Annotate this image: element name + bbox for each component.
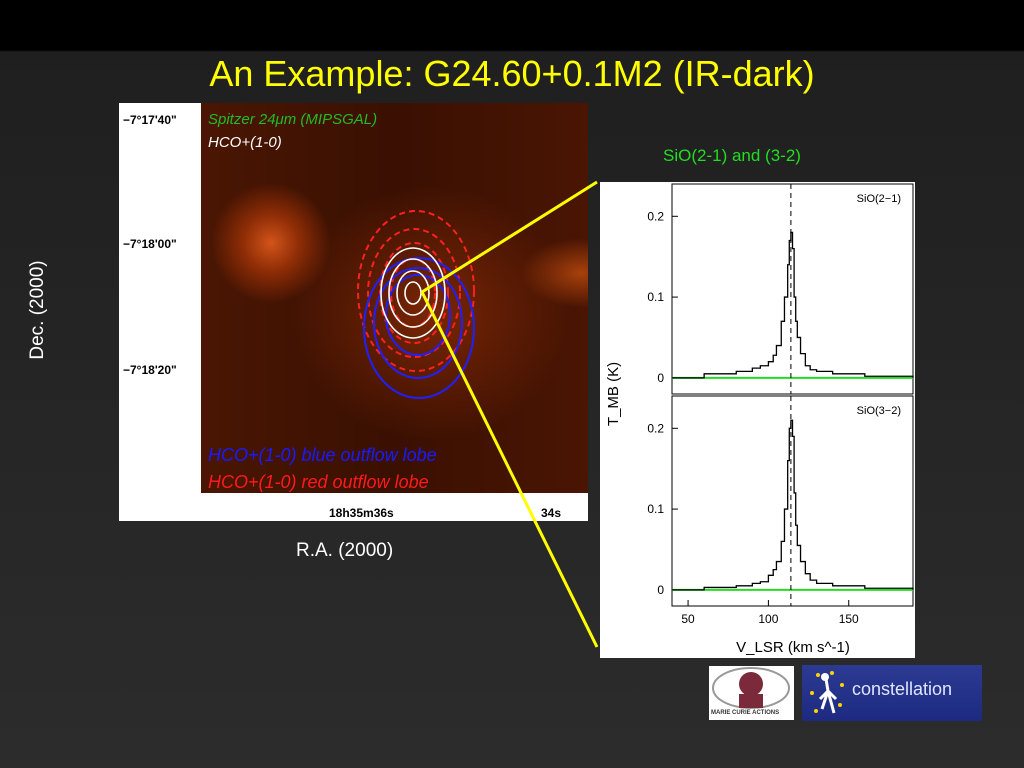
y-tick-label: 0	[657, 371, 664, 385]
label-hco: HCO+(1-0)	[208, 134, 282, 151]
contour-overlay	[357, 210, 475, 399]
x-axis-label: V_LSR (km s^-1)	[736, 639, 850, 656]
x-tick-label: 150	[839, 612, 859, 626]
spitzer-map-panel: −7°17'40" −7°18'00" −7°18'20" 18h35m36s …	[119, 103, 588, 521]
constellation-text: constellation	[852, 679, 953, 699]
spectra-caption: SiO(2-1) and (3-2)	[663, 146, 801, 165]
constellation-logo: constellation	[802, 665, 982, 721]
dec-tick-2: −7°18'00"	[123, 237, 177, 251]
spectrum-frame-1	[671, 183, 914, 395]
marie-curie-logo: MARIE CURIE ACTIONS	[709, 666, 794, 720]
panel-label-2: SiO(3−2)	[857, 405, 901, 417]
constellation-emblem	[810, 671, 844, 714]
marie-curie-text: MARIE CURIE ACTIONS	[711, 710, 780, 716]
label-blue-lobe: HCO+(1-0) blue outflow lobe	[208, 445, 437, 465]
spectrum-line-2	[672, 419, 914, 591]
dec-tick-1: −7°17'40"	[123, 113, 177, 127]
label-red-lobe: HCO+(1-0) red outflow lobe	[208, 472, 429, 492]
panel-label-1: SiO(2−1)	[857, 193, 901, 205]
ra-axis-label: R.A. (2000)	[296, 540, 394, 561]
dec-axis-label: Dec. (2000)	[27, 260, 48, 360]
y-tick-label: 0.2	[647, 209, 664, 223]
x-tick-label: 100	[758, 612, 778, 626]
blue-contours	[363, 257, 475, 399]
spectrum-line-1	[672, 231, 914, 379]
spectra-panel: 0.2 0.1 0 SiO(2−1) 0.2 0.1 0 SiO(3−2) 50 100 150 V_…	[600, 182, 915, 658]
y-tick-label: 0	[657, 583, 664, 597]
x-tick-label: 50	[681, 612, 695, 626]
y-tick-label: 0.1	[647, 290, 664, 304]
slide-title: An Example: G24.60+0.1M2 (IR-dark)	[209, 53, 815, 94]
y-tick-label: 0.2	[647, 421, 664, 435]
marie-curie-emblem	[712, 667, 790, 709]
ra-tick-1: 18h35m36s	[329, 506, 394, 520]
spectra-chart: 0.2 0.1 0 SiO(2−1) 0.2 0.1 0 SiO(3−2) 50 100 150 V_…	[605, 183, 914, 656]
y-axis-label: T_MB (K)	[605, 362, 622, 426]
red-contours	[357, 210, 475, 372]
y-tick-label: 0.1	[647, 502, 664, 516]
dec-tick-3: −7°18'20"	[123, 363, 177, 377]
ra-tick-2: 34s	[541, 506, 562, 520]
spectrum-frame-2	[671, 395, 914, 607]
label-spitzer: Spitzer 24μm (MIPSGAL)	[208, 111, 378, 128]
